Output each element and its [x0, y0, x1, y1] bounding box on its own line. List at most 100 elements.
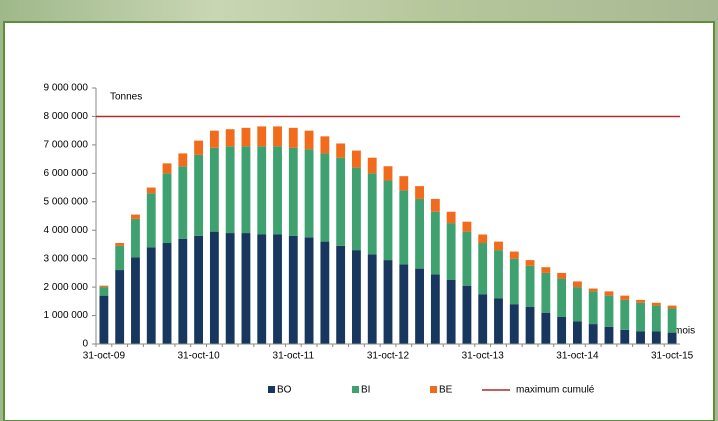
bar-segment: [399, 190, 409, 265]
bar-segment: [620, 299, 630, 330]
bar-segment: [162, 163, 172, 174]
bar-segment: [541, 267, 551, 273]
x-tick-label: 31-oct-15: [651, 351, 694, 362]
bar-segment: [667, 305, 677, 309]
bar-segment: [651, 331, 661, 344]
bar-segment: [430, 211, 440, 275]
bar-segment: [525, 260, 535, 266]
bar-segment: [257, 146, 267, 235]
y-tick-label: 6 000 000: [44, 168, 89, 179]
bar-segment: [304, 149, 314, 238]
y-tick-label: 0: [82, 339, 88, 350]
bar-segment: [131, 257, 140, 344]
bar-segment: [367, 254, 377, 344]
bar-segment: [115, 243, 125, 246]
bar-segment: [99, 295, 109, 344]
x-tick-label: 31-oct-14: [556, 351, 599, 362]
bar-segment: [320, 136, 330, 154]
bar-segment: [462, 231, 472, 286]
bar-segment: [320, 241, 330, 344]
bar-segment: [367, 173, 377, 255]
legend-label: BO: [277, 385, 292, 396]
bar-segment: [572, 287, 582, 322]
bar-segment: [509, 251, 519, 259]
bar-segment: [288, 127, 298, 148]
bar-segment: [178, 166, 188, 239]
bar-segment: [478, 234, 488, 244]
bar-segment: [225, 146, 235, 234]
bar-segment: [415, 198, 424, 269]
bar-segment: [146, 187, 156, 194]
bar-segment: [446, 280, 456, 344]
bar-segment: [273, 126, 282, 147]
bar-segment: [494, 298, 503, 344]
y-tick-label: 1 000 000: [44, 310, 89, 321]
bar-segment: [604, 326, 614, 344]
bar-segment: [273, 234, 282, 344]
bar-segment: [146, 247, 156, 344]
bar-segment: [209, 231, 219, 344]
bar-segment: [352, 250, 361, 344]
bar-segment: [162, 173, 172, 244]
bar-segment: [572, 281, 582, 288]
bar-segment: [115, 245, 125, 271]
x-tick-label: 31-oct-09: [83, 351, 126, 362]
bar-segment: [194, 154, 204, 236]
bar-segment: [383, 180, 393, 261]
bar-segment: [620, 295, 630, 300]
bar-segment: [367, 157, 377, 174]
bar-segment: [636, 299, 645, 303]
x-tick-label: 31-oct-11: [273, 351, 315, 362]
bar-segment: [146, 193, 156, 248]
bar-segment: [352, 167, 361, 251]
bar-segment: [462, 285, 472, 344]
bar-segment: [241, 146, 251, 234]
y-annotation: Tonnes: [110, 92, 142, 103]
x-tick-label: 31-oct-12: [367, 351, 410, 362]
y-tick-label: 8 000 000: [44, 111, 89, 122]
bar-segment: [509, 304, 519, 344]
y-tick-label: 4 000 000: [44, 225, 89, 236]
bar-segment: [336, 245, 346, 344]
bar-segment: [178, 238, 188, 344]
bar-segment: [557, 272, 567, 279]
bar-segment: [288, 235, 298, 344]
bar-segment: [588, 288, 598, 292]
bar-segment: [304, 130, 314, 150]
bar-segment: [557, 278, 567, 317]
x-axis-label: mois: [674, 326, 695, 337]
bar-segment: [162, 243, 172, 344]
bar-segment: [509, 258, 519, 305]
bar-segment: [383, 260, 393, 344]
bar-segment: [225, 129, 235, 147]
bar-segment: [209, 147, 219, 232]
bar-segment: [399, 264, 409, 344]
bar-segment: [541, 272, 551, 313]
bar-segment: [383, 166, 393, 181]
y-tick-label: 2 000 000: [44, 282, 89, 293]
x-tick-label: 31-oct-10: [177, 351, 220, 362]
legend-swatch: [430, 386, 437, 393]
bar-segment: [541, 312, 551, 344]
bar-segment: [446, 211, 456, 224]
bar-segment: [273, 146, 282, 235]
bar-segment: [604, 291, 614, 296]
bar-segment: [588, 324, 598, 344]
bar-segment: [178, 153, 188, 167]
bar-segment: [257, 234, 267, 344]
legend-label: BI: [361, 385, 370, 396]
bar-segment: [336, 143, 346, 158]
bar-segment: [320, 153, 330, 242]
bar-segment: [399, 176, 409, 191]
bar-segment: [194, 140, 204, 155]
bar-segment: [446, 223, 456, 280]
legend-swatch: [352, 386, 359, 393]
bar-segment: [99, 285, 109, 288]
bar-segment: [478, 294, 488, 344]
bar-segment: [352, 150, 361, 168]
bar-segment: [557, 316, 567, 344]
legend-label: BE: [439, 385, 453, 396]
bar-segment: [209, 130, 219, 148]
bar-segment: [494, 250, 503, 299]
